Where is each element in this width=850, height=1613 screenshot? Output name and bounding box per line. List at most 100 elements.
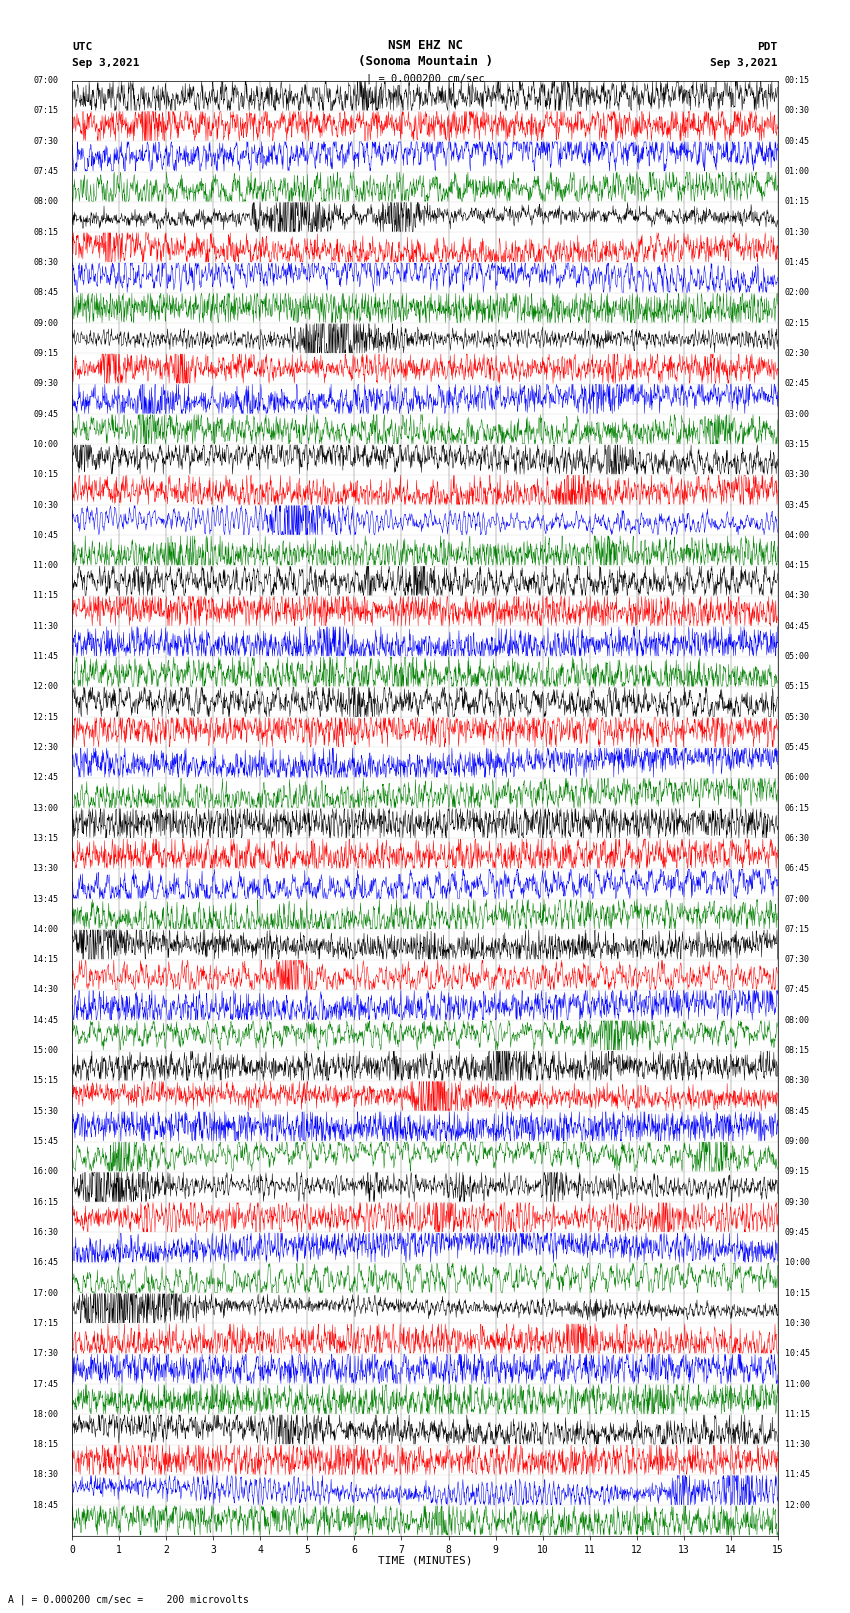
Text: 08:00: 08:00 bbox=[33, 197, 58, 206]
Text: 10:15: 10:15 bbox=[33, 471, 58, 479]
Text: 10:30: 10:30 bbox=[33, 500, 58, 510]
Text: 06:15: 06:15 bbox=[785, 803, 810, 813]
Text: 18:00: 18:00 bbox=[33, 1410, 58, 1419]
Text: 11:15: 11:15 bbox=[33, 592, 58, 600]
Text: 18:45: 18:45 bbox=[33, 1500, 58, 1510]
Text: 01:30: 01:30 bbox=[785, 227, 810, 237]
Text: 11:00: 11:00 bbox=[785, 1379, 810, 1389]
Text: 05:00: 05:00 bbox=[785, 652, 810, 661]
Text: PDT: PDT bbox=[757, 42, 778, 52]
Text: A | = 0.000200 cm/sec =    200 microvolts: A | = 0.000200 cm/sec = 200 microvolts bbox=[8, 1594, 249, 1605]
Text: 16:45: 16:45 bbox=[33, 1258, 58, 1268]
Text: 13:15: 13:15 bbox=[33, 834, 58, 844]
Text: 02:30: 02:30 bbox=[785, 348, 810, 358]
Text: 05:45: 05:45 bbox=[785, 744, 810, 752]
Text: 10:00: 10:00 bbox=[785, 1258, 810, 1268]
Text: 08:30: 08:30 bbox=[33, 258, 58, 268]
Text: 08:15: 08:15 bbox=[33, 227, 58, 237]
Text: 13:30: 13:30 bbox=[33, 865, 58, 873]
Text: 10:15: 10:15 bbox=[785, 1289, 810, 1297]
Text: 09:30: 09:30 bbox=[33, 379, 58, 389]
Text: 12:00: 12:00 bbox=[33, 682, 58, 692]
Text: 01:45: 01:45 bbox=[785, 258, 810, 268]
Text: 14:15: 14:15 bbox=[33, 955, 58, 965]
Text: 17:45: 17:45 bbox=[33, 1379, 58, 1389]
Text: 12:15: 12:15 bbox=[33, 713, 58, 721]
Text: 05:30: 05:30 bbox=[785, 713, 810, 721]
Text: 16:15: 16:15 bbox=[33, 1198, 58, 1207]
Text: 07:45: 07:45 bbox=[33, 168, 58, 176]
Text: 10:45: 10:45 bbox=[33, 531, 58, 540]
Text: 06:30: 06:30 bbox=[785, 834, 810, 844]
Text: 09:00: 09:00 bbox=[785, 1137, 810, 1145]
Text: 14:30: 14:30 bbox=[33, 986, 58, 995]
Text: 15:30: 15:30 bbox=[33, 1107, 58, 1116]
Text: 15:15: 15:15 bbox=[33, 1076, 58, 1086]
Text: 03:00: 03:00 bbox=[785, 410, 810, 418]
Text: 14:00: 14:00 bbox=[33, 924, 58, 934]
Text: 13:00: 13:00 bbox=[33, 803, 58, 813]
Text: 13:45: 13:45 bbox=[33, 895, 58, 903]
Text: 14:45: 14:45 bbox=[33, 1016, 58, 1024]
Text: 09:30: 09:30 bbox=[785, 1198, 810, 1207]
Text: 03:30: 03:30 bbox=[785, 471, 810, 479]
Text: UTC: UTC bbox=[72, 42, 93, 52]
Text: 02:45: 02:45 bbox=[785, 379, 810, 389]
Text: 04:15: 04:15 bbox=[785, 561, 810, 569]
Text: 07:30: 07:30 bbox=[785, 955, 810, 965]
Text: 16:00: 16:00 bbox=[33, 1168, 58, 1176]
Text: 10:45: 10:45 bbox=[785, 1348, 810, 1358]
Text: 09:45: 09:45 bbox=[785, 1227, 810, 1237]
Text: 11:30: 11:30 bbox=[33, 621, 58, 631]
Text: 00:45: 00:45 bbox=[785, 137, 810, 145]
Text: 09:45: 09:45 bbox=[33, 410, 58, 418]
Text: 04:00: 04:00 bbox=[785, 531, 810, 540]
Text: 17:30: 17:30 bbox=[33, 1348, 58, 1358]
Text: 07:30: 07:30 bbox=[33, 137, 58, 145]
Text: 17:15: 17:15 bbox=[33, 1319, 58, 1327]
Text: 11:15: 11:15 bbox=[785, 1410, 810, 1419]
Text: Sep 3,2021: Sep 3,2021 bbox=[711, 58, 778, 68]
Text: 04:45: 04:45 bbox=[785, 621, 810, 631]
Text: 02:00: 02:00 bbox=[785, 289, 810, 297]
Text: (Sonoma Mountain ): (Sonoma Mountain ) bbox=[358, 55, 492, 68]
Text: 07:00: 07:00 bbox=[33, 76, 58, 85]
Text: 04:30: 04:30 bbox=[785, 592, 810, 600]
Text: 06:45: 06:45 bbox=[785, 865, 810, 873]
Text: 05:15: 05:15 bbox=[785, 682, 810, 692]
Text: 11:00: 11:00 bbox=[33, 561, 58, 569]
Text: 12:00: 12:00 bbox=[785, 1500, 810, 1510]
X-axis label: TIME (MINUTES): TIME (MINUTES) bbox=[377, 1557, 473, 1566]
Text: 06:00: 06:00 bbox=[785, 773, 810, 782]
Text: 08:30: 08:30 bbox=[785, 1076, 810, 1086]
Text: 12:45: 12:45 bbox=[33, 773, 58, 782]
Text: 12:30: 12:30 bbox=[33, 744, 58, 752]
Text: 03:15: 03:15 bbox=[785, 440, 810, 448]
Text: 15:45: 15:45 bbox=[33, 1137, 58, 1145]
Text: 01:15: 01:15 bbox=[785, 197, 810, 206]
Text: 11:45: 11:45 bbox=[33, 652, 58, 661]
Text: 09:15: 09:15 bbox=[785, 1168, 810, 1176]
Text: 07:15: 07:15 bbox=[785, 924, 810, 934]
Text: 08:45: 08:45 bbox=[33, 289, 58, 297]
Text: 11:30: 11:30 bbox=[785, 1440, 810, 1448]
Text: | = 0.000200 cm/sec: | = 0.000200 cm/sec bbox=[366, 73, 484, 84]
Text: NSM EHZ NC: NSM EHZ NC bbox=[388, 39, 462, 52]
Text: 18:15: 18:15 bbox=[33, 1440, 58, 1448]
Text: 08:15: 08:15 bbox=[785, 1047, 810, 1055]
Text: 08:00: 08:00 bbox=[785, 1016, 810, 1024]
Text: 02:15: 02:15 bbox=[785, 319, 810, 327]
Text: 07:00: 07:00 bbox=[785, 895, 810, 903]
Text: 08:45: 08:45 bbox=[785, 1107, 810, 1116]
Text: 07:15: 07:15 bbox=[33, 106, 58, 116]
Text: 01:00: 01:00 bbox=[785, 168, 810, 176]
Text: 03:45: 03:45 bbox=[785, 500, 810, 510]
Text: 11:45: 11:45 bbox=[785, 1471, 810, 1479]
Text: 18:30: 18:30 bbox=[33, 1471, 58, 1479]
Text: 16:30: 16:30 bbox=[33, 1227, 58, 1237]
Text: 00:15: 00:15 bbox=[785, 76, 810, 85]
Text: 10:00: 10:00 bbox=[33, 440, 58, 448]
Text: 00:30: 00:30 bbox=[785, 106, 810, 116]
Text: 17:00: 17:00 bbox=[33, 1289, 58, 1297]
Text: 10:30: 10:30 bbox=[785, 1319, 810, 1327]
